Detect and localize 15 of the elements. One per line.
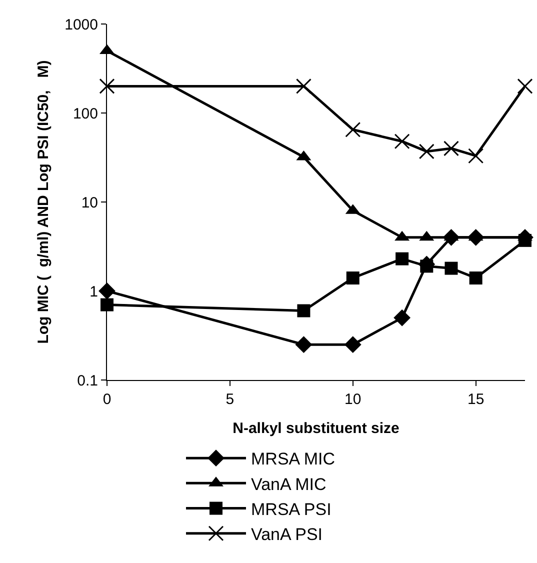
y-tick-label: 0.1 xyxy=(77,372,98,390)
y-tick-label: 100 xyxy=(72,105,98,122)
x-tick-label: 0 xyxy=(102,391,112,408)
y-tick-label: 1000 xyxy=(64,16,98,34)
legend-label: VanA MIC xyxy=(251,474,326,494)
x-tick-label: 5 xyxy=(226,391,234,408)
y-axis-title: Log MIC ( g/ml) AND Log PSI (IC50, M) xyxy=(34,60,52,344)
legend-label: VanA PSI xyxy=(251,525,323,544)
y-tick-label: 1 xyxy=(90,283,98,300)
legend-label: MRSA MIC xyxy=(251,450,336,469)
y-tick-label: 10 xyxy=(81,194,98,212)
legend-label: MRSA PSI xyxy=(251,500,332,519)
x-tick-label: 10 xyxy=(344,391,362,408)
x-axis-title: N-alkyl substituent size xyxy=(232,420,400,437)
x-tick-label: 15 xyxy=(467,391,484,408)
